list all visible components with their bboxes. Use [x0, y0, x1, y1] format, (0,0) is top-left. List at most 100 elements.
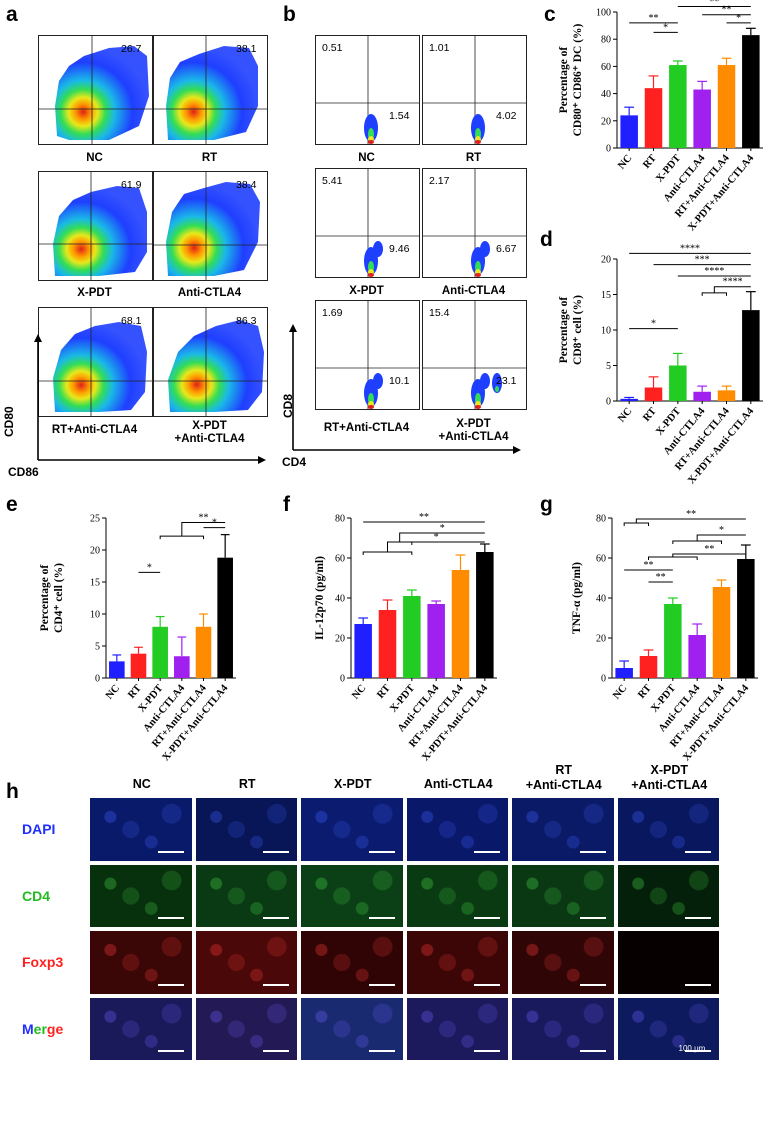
scale-bar — [368, 917, 395, 919]
scale-bar — [685, 983, 711, 986]
x-tick-label: RT — [636, 683, 654, 701]
panel-label-c: c — [544, 3, 556, 26]
flow-value-upper-left: 2.17 — [429, 175, 450, 187]
if-image-merge-anti-ctla4 — [405, 996, 509, 1061]
flow-plot-title: RT+Anti-CTLA4 — [51, 424, 138, 436]
if-image-foxp3-nc — [89, 930, 193, 995]
scale-bar — [579, 1050, 606, 1052]
bar — [615, 668, 633, 678]
flow-density-plot — [154, 172, 267, 280]
flow-value: 38.4 — [236, 179, 257, 191]
if-image-merge-xpdt-anti-ctla4 — [616, 996, 720, 1061]
x-axis-label: CD86 — [8, 465, 39, 479]
flow-plot-rt-anti-ctla4: 68.1 — [38, 307, 153, 417]
flow-plot: 15.4 23.1 — [422, 300, 527, 410]
flow-value: 86.3 — [236, 315, 257, 327]
x-tick-label: NC — [616, 406, 634, 425]
bar — [378, 610, 397, 678]
flow-axis-arrows-a — [34, 334, 266, 464]
y-tick-label: 15 — [90, 578, 100, 589]
y-axis-label: CD4⁺ cell (%) — [53, 563, 65, 633]
significance-label: ** — [686, 509, 696, 520]
flow-dot-plot — [423, 169, 526, 277]
significance-label: * — [434, 532, 439, 543]
x-tick-label: RT — [641, 406, 659, 424]
flow-plot: 5.41 9.46 — [315, 168, 420, 278]
panel-label-e: e — [6, 493, 18, 516]
if-image-foxp3-anti-ctla4 — [405, 930, 509, 995]
significance-label: ** — [656, 572, 666, 583]
scale-bar — [157, 850, 184, 853]
y-axis-label: IL-12p70 (pg/ml) — [314, 556, 326, 640]
flow-plot-title: NC — [358, 152, 375, 164]
panel-label-g: g — [540, 493, 553, 516]
scale-bar — [579, 850, 606, 853]
if-column-title-xpdt: X-PDT — [334, 777, 372, 791]
flow-plot: 1.69 10.1 — [315, 300, 420, 410]
bar — [742, 310, 760, 401]
significance-label: * — [651, 319, 656, 330]
bar — [195, 626, 212, 678]
flow-dot-plot — [316, 36, 419, 144]
merge-letter: r — [41, 1020, 47, 1037]
if-column-title-anti-ctla4: Anti-CTLA4 — [423, 777, 493, 791]
flow-value: 68.1 — [121, 315, 142, 327]
flow-plot-title: RT+Anti-CTLA4 — [323, 422, 410, 434]
significance-label: ** — [199, 512, 209, 523]
scale-bar — [474, 917, 500, 919]
flow-density-plot — [154, 308, 267, 416]
y-axis-label: CD8⁺ cell (%) — [572, 295, 584, 365]
if-column-title-nc: NC — [132, 777, 151, 791]
x-tick-label: NC — [104, 683, 122, 702]
y-tick-label: 80 — [596, 514, 606, 525]
x-axis-label: CD4 — [282, 455, 307, 469]
flow-plot: 0.51 1.54 — [315, 35, 420, 145]
flow-plot-title: X-PDT +Anti-CTLA4 — [438, 418, 509, 443]
y-tick-label: 0 — [340, 674, 345, 685]
flow-plot-nc: 26.7 — [38, 35, 153, 145]
y-tick-label: 40 — [596, 594, 606, 605]
if-image-dapi-xpdt-anti-ctla4 — [616, 797, 720, 862]
bar — [669, 65, 687, 148]
significance-bracket — [648, 553, 746, 560]
scale-bar — [368, 1050, 395, 1052]
significance-label: * — [736, 13, 741, 24]
flow-density-plot — [39, 36, 152, 144]
if-image-cd4-nc — [89, 863, 193, 928]
panel-label-h: h — [6, 780, 19, 803]
flow-value-upper-left: 1.01 — [429, 42, 450, 54]
scale-bar — [263, 983, 289, 986]
flow-axis-arrows-b — [289, 324, 521, 454]
bar — [644, 387, 663, 401]
flow-value-lower-right: 9.46 — [389, 243, 410, 255]
flow-value-lower-right: 1.54 — [389, 110, 410, 122]
bar — [717, 390, 736, 401]
flow-plot: 2.17 6.67 — [422, 168, 527, 278]
y-tick-label: 5 — [95, 642, 100, 653]
bar — [693, 391, 711, 401]
y-axis-label: TNF-α (pg/ml) — [571, 562, 583, 634]
y-tick-label: 60 — [601, 62, 611, 73]
merge-letter: M — [22, 1020, 34, 1037]
y-tick-label: 15 — [601, 290, 611, 301]
if-row-label-merge: Merge — [22, 1021, 63, 1037]
bar — [451, 570, 470, 678]
if-image-dapi-rt — [194, 797, 298, 862]
flow-plot-anti-ctla4: 38.4 — [153, 171, 268, 281]
flow-value-lower-right: 4.02 — [496, 110, 517, 122]
merge-letter: e — [33, 1020, 42, 1037]
if-column-title-rt: RT — [238, 777, 256, 791]
y-axis-label: CD80 — [2, 406, 16, 437]
bar — [403, 596, 421, 678]
bar — [620, 398, 638, 401]
scale-bar — [368, 983, 395, 986]
bar — [427, 604, 445, 678]
scale-bar — [685, 917, 711, 919]
scale-bar — [474, 983, 500, 986]
bar-chart-c: 0 20 40 60 80 100 Percentage of CD80⁺ CD86⁺ DC … — [558, 0, 763, 233]
flow-value-lower-right: 23.1 — [496, 375, 517, 387]
if-image-cd4-rt — [194, 863, 298, 928]
y-tick-label: 0 — [601, 674, 606, 685]
panel-label-f: f — [283, 493, 290, 516]
